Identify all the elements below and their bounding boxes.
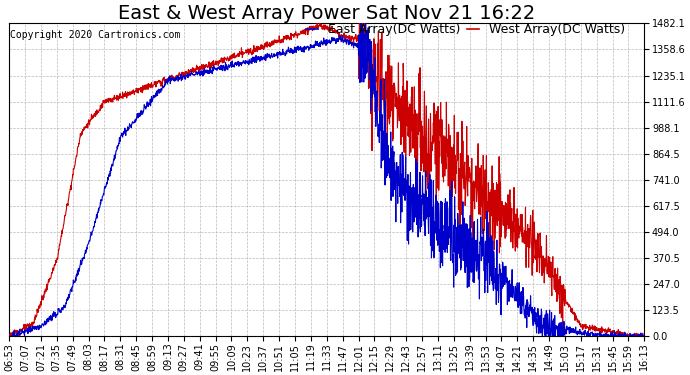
- Legend: East Array(DC Watts), West Array(DC Watts): East Array(DC Watts), West Array(DC Watt…: [306, 23, 625, 36]
- Title: East & West Array Power Sat Nov 21 16:22: East & West Array Power Sat Nov 21 16:22: [118, 4, 535, 23]
- Text: Copyright 2020 Cartronics.com: Copyright 2020 Cartronics.com: [10, 30, 181, 40]
